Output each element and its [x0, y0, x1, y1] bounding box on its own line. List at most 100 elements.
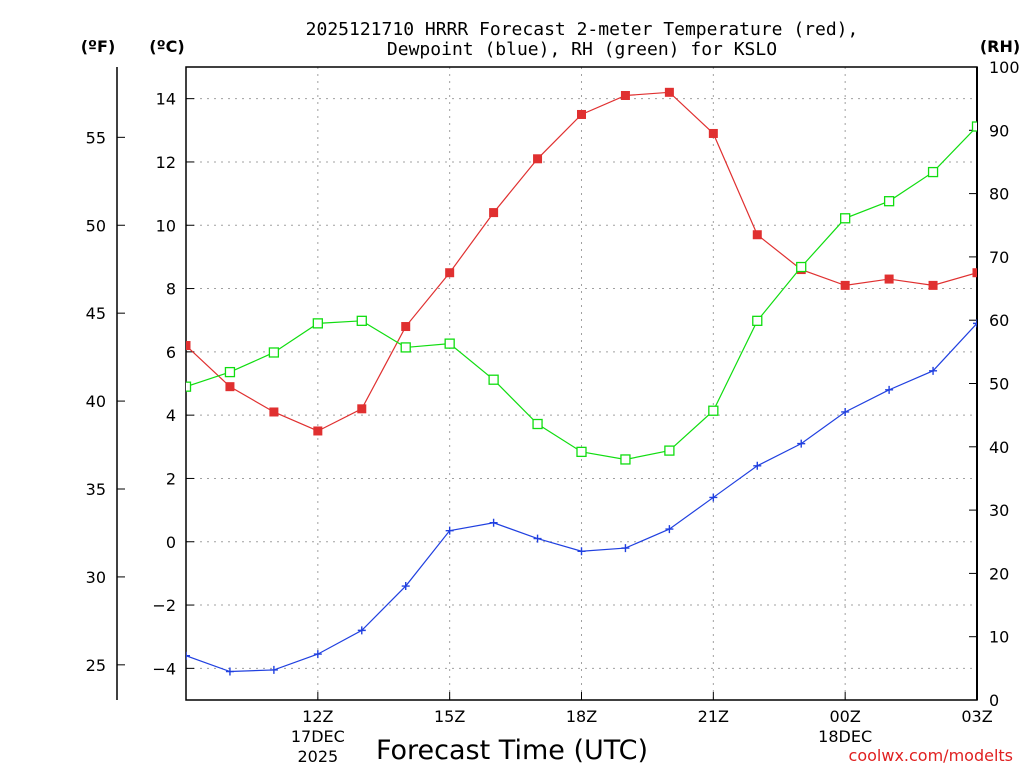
- temperature-point: [928, 280, 938, 290]
- rh-point: [708, 405, 719, 416]
- rh-point: [752, 315, 763, 326]
- celsius-tick-label: 0: [166, 533, 176, 552]
- dewpoint-point: [665, 525, 674, 534]
- temperature-point: [884, 274, 894, 284]
- dewpoint-point: [929, 366, 938, 375]
- temperature-point: [401, 322, 411, 332]
- rh-point: [883, 196, 895, 207]
- fahrenheit-tick-label: 30: [86, 568, 106, 587]
- dewpoint-point: [533, 534, 542, 543]
- dewpoint-line: [186, 322, 977, 673]
- dewpoint-point: [1017, 319, 1024, 327]
- dewpoint-point: [797, 439, 806, 448]
- chart-title-line-2: Dewpoint (blue), RH (green) for KSLO: [387, 39, 777, 60]
- temperature-point: [1017, 269, 1024, 277]
- rh-tick-label: 50: [989, 375, 1009, 394]
- rh-point: [620, 454, 631, 465]
- temperature-point: [708, 128, 718, 138]
- temperature-point: [752, 230, 762, 240]
- rh-tick-label: 20: [989, 564, 1009, 583]
- celsius-unit-label: (ºC): [149, 37, 184, 56]
- dewpoint-point: [841, 407, 850, 416]
- rh-tick-label: 80: [989, 185, 1009, 204]
- rh-tick-label: 100: [989, 58, 1020, 77]
- celsius-tick-label: 2: [166, 469, 176, 488]
- x-tick-label: 15Z: [434, 707, 465, 726]
- credit-text: coolwx.com/modelts: [849, 746, 1013, 765]
- fahrenheit-tick-label: 35: [86, 480, 106, 499]
- dewpoint-point: [753, 461, 762, 470]
- fahrenheit-tick-label: 45: [86, 304, 106, 323]
- dewpoint-point: [621, 544, 630, 553]
- fahrenheit-tick-label: 55: [86, 128, 106, 147]
- dewpoint-point: [577, 547, 586, 556]
- rh-point: [532, 418, 543, 430]
- axes: 14121086420−2−45550454035302510090807060…: [86, 58, 1020, 766]
- x-axis-title: Forecast Time (UTC): [376, 735, 648, 766]
- rh-point: [356, 315, 367, 326]
- temperature-point: [972, 268, 977, 278]
- rh-point: [1016, 122, 1024, 131]
- x-tick-label: 00Z: [830, 707, 861, 726]
- rh-tick-label: 90: [989, 121, 1009, 140]
- temperature-point: [357, 404, 367, 414]
- temperature-point: [225, 382, 235, 392]
- rh-point: [576, 446, 587, 458]
- dewpoint-point: [709, 493, 718, 502]
- rh-point: [840, 213, 851, 224]
- rh-point: [927, 166, 939, 178]
- celsius-tick-label: 12: [156, 153, 176, 172]
- temperature-point: [664, 87, 674, 97]
- rh-line: [186, 125, 977, 461]
- rh-tick-label: 0: [989, 691, 999, 710]
- temperature-point: [269, 407, 279, 417]
- x-tick-label: 18Z: [566, 707, 597, 726]
- temperature-point: [186, 341, 191, 351]
- dewpoint-point: [885, 385, 894, 394]
- grid: [186, 67, 978, 700]
- celsius-tick-label: 8: [166, 280, 176, 299]
- temperature-point: [577, 109, 586, 119]
- rh-tick-label: 60: [989, 311, 1009, 330]
- x-tick-label: 03Z: [961, 707, 992, 726]
- fahrenheit-unit-label: (ºF): [81, 37, 116, 56]
- dewpoint-point: [225, 667, 234, 676]
- celsius-tick-label: −4: [152, 659, 176, 678]
- dewpoint-point: [445, 526, 454, 535]
- celsius-tick-label: 10: [156, 216, 176, 235]
- rh-point: [224, 366, 236, 378]
- rh-point: [664, 445, 675, 456]
- temperature-point: [489, 208, 499, 218]
- x-tick-label: 12Z: [302, 707, 333, 726]
- x-tick-date-label: 18DEC: [818, 727, 872, 746]
- celsius-tick-label: 6: [166, 343, 176, 362]
- rh-point: [400, 342, 411, 353]
- rh-tick-label: 70: [989, 248, 1009, 267]
- temperature-point: [533, 154, 543, 164]
- celsius-tick-label: 4: [166, 406, 176, 425]
- rh-point: [796, 261, 807, 273]
- chart-title-line-1: 2025121710 HRRR Forecast 2-meter Tempera…: [306, 19, 859, 40]
- temperature-point: [620, 90, 630, 100]
- celsius-tick-label: 14: [156, 90, 176, 109]
- dewpoint-point: [489, 518, 498, 527]
- temperature-point: [313, 426, 323, 436]
- rh-point: [268, 347, 280, 358]
- x-tick-year-label: 2025: [297, 747, 338, 766]
- temperature-point: [445, 268, 455, 278]
- rh-point: [971, 121, 977, 132]
- dewpoint-point: [313, 650, 322, 659]
- series: [186, 87, 1024, 676]
- rh-tick-label: 30: [989, 501, 1009, 520]
- rh-point: [488, 374, 499, 385]
- rh-unit-label: (RH): [980, 37, 1020, 56]
- celsius-tick-label: −2: [152, 596, 176, 615]
- dewpoint-point: [973, 319, 977, 328]
- dewpoint-point: [186, 651, 190, 660]
- fahrenheit-tick-label: 40: [86, 392, 106, 411]
- dewpoint-point: [401, 582, 410, 591]
- rh-point: [186, 381, 192, 392]
- rh-tick-label: 10: [989, 628, 1009, 647]
- rh-tick-label: 40: [989, 438, 1009, 457]
- x-tick-label: 21Z: [698, 707, 729, 726]
